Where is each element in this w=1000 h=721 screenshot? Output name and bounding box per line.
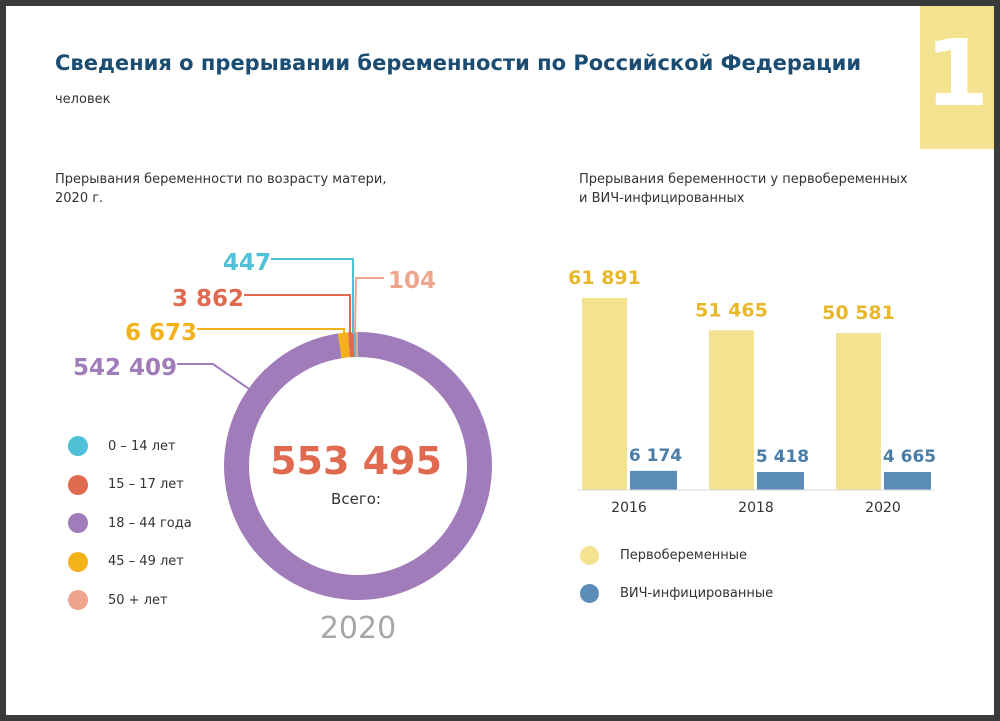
donut-year-label: 2020: [320, 611, 396, 646]
legend-item-hiv: ВИЧ-инфицированные: [580, 574, 773, 612]
leader-line: [271, 258, 354, 333]
leader-line: [244, 294, 351, 333]
slice-value-label: 542 409: [73, 355, 177, 381]
page-title: Сведения о прерывании беременности по Ро…: [55, 51, 862, 75]
leader-line: [177, 363, 253, 392]
legend-item-0-14: 0 – 14 лет: [68, 427, 192, 466]
legend-label-first-pregnancy: Первобеременные: [620, 547, 747, 563]
bar-value-label: 61 891: [568, 267, 641, 289]
page: 1 Сведения о прерывании беременности по …: [6, 6, 994, 715]
legend-swatch-hiv: [580, 583, 599, 603]
leader-line: [354, 277, 384, 334]
bar-chart: 61 891 6 174 2016 51 465 5 418 2018 50 581 4 66…: [568, 267, 936, 516]
slice-value-label: 447: [223, 250, 271, 276]
donut-slice: [337, 332, 350, 359]
bar-value-label: 6 174: [629, 446, 682, 466]
legend-label-15-17: 15 – 17 лет: [108, 477, 184, 493]
slice-value-label: 3 862: [172, 286, 244, 312]
bar-hiv: [884, 472, 931, 490]
legend-item-15-17: 15 – 17 лет: [68, 466, 192, 505]
donut-total-value: 553 495: [270, 439, 442, 483]
section-number-badge: 1: [920, 6, 994, 149]
donut-slice: [347, 332, 355, 358]
x-tick-label: 2016: [611, 500, 647, 516]
unit-label: человек: [55, 92, 111, 107]
legend-label-0-14: 0 – 14 лет: [108, 438, 176, 454]
legend-item-first-pregnancy: Первобеременные: [580, 536, 773, 574]
slice-value-label: 6 673: [125, 320, 197, 346]
bar-legend: Первобеременные ВИЧ-инфицированные: [580, 536, 773, 612]
bar-value-label: 4 665: [883, 447, 936, 467]
legend-swatch-0-14: [68, 436, 88, 457]
bar-value-label: 51 465: [695, 299, 768, 321]
legend-swatch-15-17: [68, 474, 88, 495]
leader-line: [197, 328, 345, 336]
section-number: 1: [924, 20, 989, 127]
x-tick-label: 2018: [738, 500, 774, 516]
bar-first-pregnancy: [709, 330, 754, 490]
legend-label-18-44: 18 – 44 года: [108, 515, 192, 531]
donut-legend: 0 – 14 лет 15 – 17 лет 18 – 44 года 45 –…: [68, 427, 192, 620]
bar-value-label: 50 581: [822, 302, 895, 324]
legend-swatch-18-44: [68, 513, 88, 534]
donut-slice: [353, 332, 357, 358]
legend-swatch-45-49: [68, 551, 88, 572]
legend-label-45-49: 45 – 49 лет: [108, 554, 184, 570]
donut-slice: [355, 332, 358, 358]
bar-chart-title: Прерывания беременности у первобеременны…: [579, 172, 908, 206]
donut-chart-title: Прерывания беременности по возрасту мате…: [55, 172, 387, 206]
legend-label-50-plus: 50 + лет: [108, 592, 168, 608]
bar-first-pregnancy: [836, 333, 881, 490]
donut-chart: 447 3 862 6 673 542 409 104 553 495 Всего: 2020: [73, 250, 492, 646]
x-tick-label: 2020: [865, 500, 901, 516]
bar-hiv: [630, 470, 677, 490]
legend-label-hiv: ВИЧ-инфицированные: [620, 585, 774, 601]
bar-value-label: 5 418: [756, 447, 809, 467]
slice-value-label: 104: [388, 268, 436, 294]
legend-item-18-44: 18 – 44 года: [68, 504, 192, 543]
legend-item-45-49: 45 – 49 лет: [68, 543, 192, 582]
bar-hiv: [757, 472, 804, 490]
donut-total-label: Всего:: [331, 490, 381, 508]
legend-item-50-plus: 50 + лет: [68, 581, 192, 620]
legend-swatch-first-pregnancy: [580, 545, 599, 565]
bar-first-pregnancy: [582, 298, 627, 490]
legend-swatch-50-plus: [68, 590, 88, 611]
